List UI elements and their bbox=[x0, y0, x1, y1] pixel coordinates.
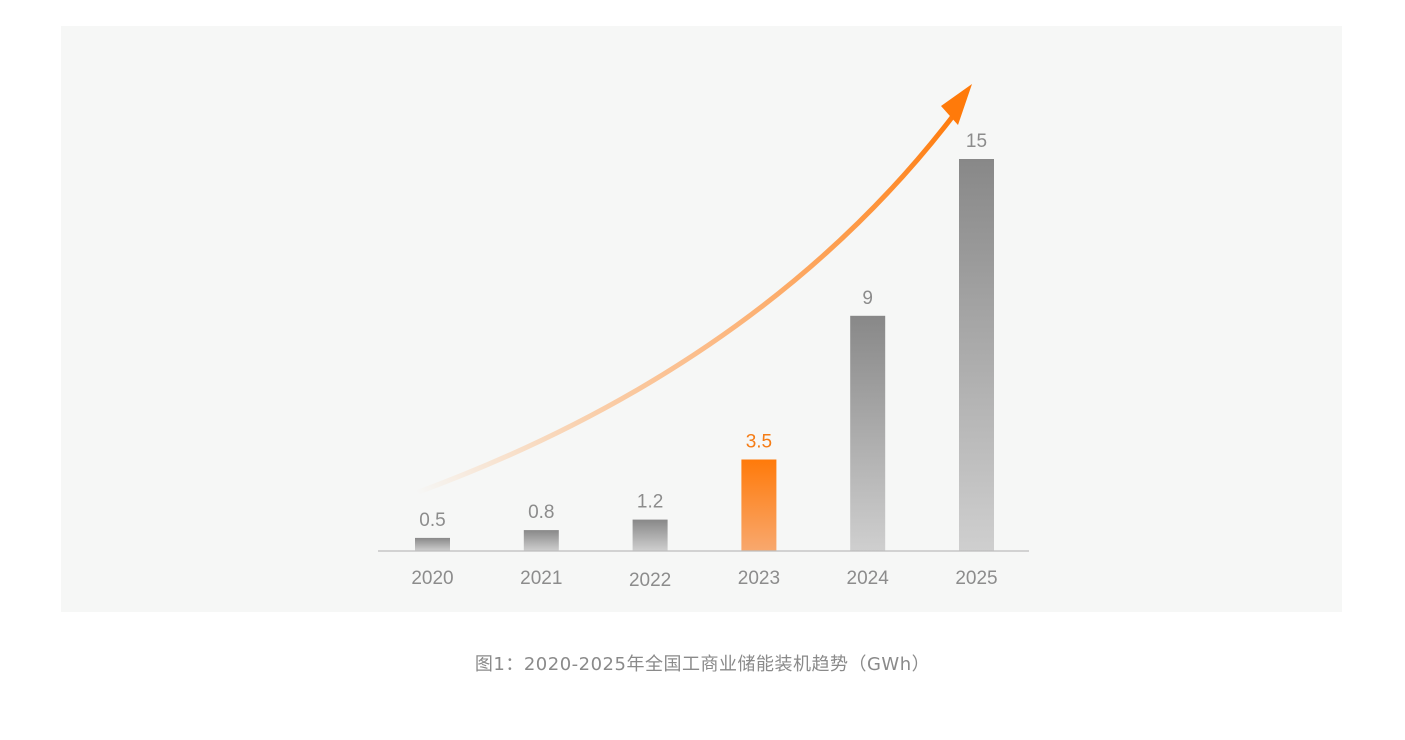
bar-2025 bbox=[959, 159, 994, 551]
value-label-2024: 9 bbox=[862, 288, 873, 309]
x-tick-label-2023: 2023 bbox=[738, 568, 780, 589]
trend-arrow-curve bbox=[413, 113, 956, 496]
chart-caption: 图1：2020-2025年全国工商业储能装机趋势（GWh） bbox=[474, 654, 931, 675]
value-label-2023: 3.5 bbox=[746, 432, 772, 453]
x-tick-label-2022: 2022 bbox=[629, 570, 671, 591]
bar-2021 bbox=[523, 530, 559, 551]
x-tick-label-2020: 2020 bbox=[411, 568, 453, 589]
bar-2023 bbox=[741, 459, 777, 551]
bar-chart: 0.5 2020 0.8 2021 1.2 2022 3.5 2023 9 2024 15 2025 bbox=[378, 84, 1029, 591]
x-tick-label-2021: 2021 bbox=[520, 568, 562, 589]
x-tick-label-2025: 2025 bbox=[955, 568, 997, 589]
bar-2024 bbox=[850, 315, 886, 551]
x-tick-label-2024: 2024 bbox=[847, 568, 890, 589]
value-label-2022: 1.2 bbox=[637, 492, 663, 513]
value-label-2020: 0.5 bbox=[419, 510, 445, 531]
value-label-2021: 0.8 bbox=[528, 502, 554, 523]
trend-arrow-head bbox=[941, 84, 972, 125]
value-label-2025: 15 bbox=[966, 131, 987, 152]
chart-panel: 0.5 2020 0.8 2021 1.2 2022 3.5 2023 9 2024 15 2025 bbox=[61, 26, 1342, 612]
trend-arrow bbox=[413, 84, 972, 496]
bar-2020 bbox=[415, 537, 450, 551]
bar-2022 bbox=[632, 519, 668, 551]
